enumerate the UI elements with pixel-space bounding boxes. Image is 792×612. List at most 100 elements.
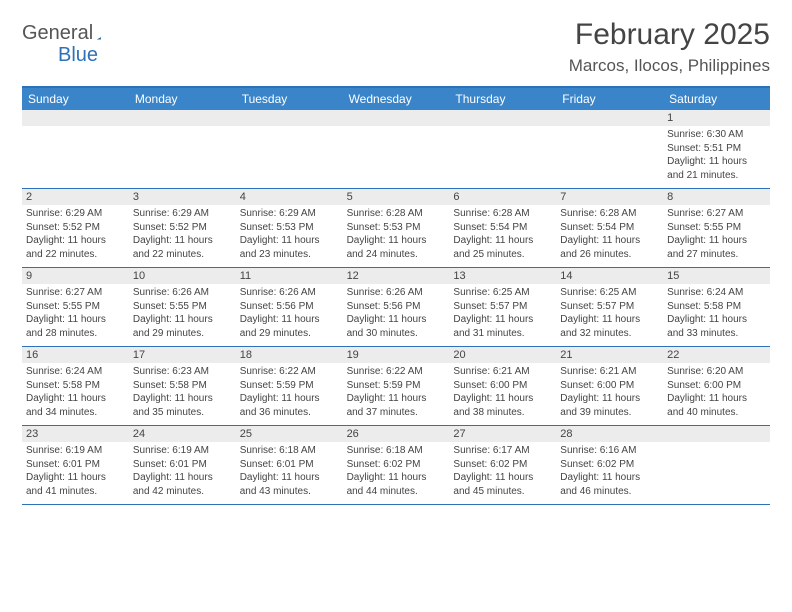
sunset-text: Sunset: 5:54 PM xyxy=(453,221,552,235)
day-number: 26 xyxy=(343,426,450,442)
day-cell: 15Sunrise: 6:24 AMSunset: 5:58 PMDayligh… xyxy=(663,268,770,346)
day-cell: 20Sunrise: 6:21 AMSunset: 6:00 PMDayligh… xyxy=(449,347,556,425)
day-cell: 28Sunrise: 6:16 AMSunset: 6:02 PMDayligh… xyxy=(556,426,663,504)
day-number: 14 xyxy=(556,268,663,284)
sunset-text: Sunset: 5:56 PM xyxy=(240,300,339,314)
sunset-text: Sunset: 6:02 PM xyxy=(453,458,552,472)
sunset-text: Sunset: 5:58 PM xyxy=(667,300,766,314)
sunset-text: Sunset: 5:57 PM xyxy=(453,300,552,314)
sunrise-text: Sunrise: 6:24 AM xyxy=(26,365,125,379)
day-number xyxy=(449,110,556,126)
sunset-text: Sunset: 6:01 PM xyxy=(26,458,125,472)
day-number: 23 xyxy=(22,426,129,442)
dow-thu: Thursday xyxy=(449,88,556,110)
day-cell: 18Sunrise: 6:22 AMSunset: 5:59 PMDayligh… xyxy=(236,347,343,425)
day-number xyxy=(236,110,343,126)
sunrise-text: Sunrise: 6:25 AM xyxy=(453,286,552,300)
week-row: 16Sunrise: 6:24 AMSunset: 5:58 PMDayligh… xyxy=(22,347,770,426)
day-cell: 6Sunrise: 6:28 AMSunset: 5:54 PMDaylight… xyxy=(449,189,556,267)
daylight-text: Daylight: 11 hours and 44 minutes. xyxy=(347,471,446,498)
daylight-text: Daylight: 11 hours and 35 minutes. xyxy=(133,392,232,419)
dow-wed: Wednesday xyxy=(343,88,450,110)
day-number: 2 xyxy=(22,189,129,205)
week-row: 2 Sunrise: 6:29 AM Sunset: 5:52 PM Daylight… xyxy=(22,189,770,268)
sunrise-text: Sunrise: 6:24 AM xyxy=(667,286,766,300)
day-cell xyxy=(22,110,129,188)
logo-triangle-icon xyxy=(97,27,101,41)
day-number: 9 xyxy=(22,268,129,284)
sunrise-text: Sunrise: 6:22 AM xyxy=(347,365,446,379)
sunset-text: Sunset: 5:52 PM xyxy=(133,221,232,235)
sunset-text: Sunset: 6:01 PM xyxy=(240,458,339,472)
sunrise-text: Sunrise: 6:23 AM xyxy=(133,365,232,379)
daylight-text: Daylight: 11 hours and 37 minutes. xyxy=(347,392,446,419)
day-cell: 27Sunrise: 6:17 AMSunset: 6:02 PMDayligh… xyxy=(449,426,556,504)
sunset-text: Sunset: 5:59 PM xyxy=(240,379,339,393)
day-cell: 24Sunrise: 6:19 AMSunset: 6:01 PMDayligh… xyxy=(129,426,236,504)
day-cell: 17Sunrise: 6:23 AMSunset: 5:58 PMDayligh… xyxy=(129,347,236,425)
sunrise-text: Sunrise: 6:20 AM xyxy=(667,365,766,379)
day-number: 21 xyxy=(556,347,663,363)
title-block: February 2025 Marcos, Ilocos, Philippine… xyxy=(569,18,770,76)
day-cell: 3Sunrise: 6:29 AMSunset: 5:52 PMDaylight… xyxy=(129,189,236,267)
sunset-text: Sunset: 6:00 PM xyxy=(560,379,659,393)
day-cell xyxy=(663,426,770,504)
day-number: 22 xyxy=(663,347,770,363)
day-cell: 5Sunrise: 6:28 AMSunset: 5:53 PMDaylight… xyxy=(343,189,450,267)
logo-text-blue: Blue xyxy=(58,44,98,66)
day-number xyxy=(129,110,236,126)
sunrise-text: Sunrise: 6:29 AM xyxy=(26,207,125,221)
day-number: 8 xyxy=(663,189,770,205)
daylight-text: Daylight: 11 hours and 46 minutes. xyxy=(560,471,659,498)
sunset-text: Sunset: 5:53 PM xyxy=(240,221,339,235)
week-row: 9Sunrise: 6:27 AMSunset: 5:55 PMDaylight… xyxy=(22,268,770,347)
day-number: 10 xyxy=(129,268,236,284)
sunrise-text: Sunrise: 6:28 AM xyxy=(560,207,659,221)
sunset-text: Sunset: 6:01 PM xyxy=(133,458,232,472)
daylight-text: Daylight: 11 hours and 31 minutes. xyxy=(453,313,552,340)
sunrise-text: Sunrise: 6:27 AM xyxy=(667,207,766,221)
daylight-text: Daylight: 11 hours and 43 minutes. xyxy=(240,471,339,498)
sunset-text: Sunset: 5:57 PM xyxy=(560,300,659,314)
sunrise-text: Sunrise: 6:26 AM xyxy=(347,286,446,300)
logo: General xyxy=(22,22,121,45)
day-cell: 2Sunrise: 6:29 AMSunset: 5:52 PMDaylight… xyxy=(22,189,129,267)
day-cell: 12Sunrise: 6:26 AMSunset: 5:56 PMDayligh… xyxy=(343,268,450,346)
daylight-text: Daylight: 11 hours and 39 minutes. xyxy=(560,392,659,419)
daylight-text: Daylight: 11 hours and 34 minutes. xyxy=(26,392,125,419)
sunrise-text: Sunrise: 6:21 AM xyxy=(560,365,659,379)
sunset-text: Sunset: 6:00 PM xyxy=(667,379,766,393)
dow-sun: Sunday xyxy=(22,88,129,110)
sunset-text: Sunset: 5:54 PM xyxy=(560,221,659,235)
day-cell: 9Sunrise: 6:27 AMSunset: 5:55 PMDaylight… xyxy=(22,268,129,346)
month-title: February 2025 xyxy=(569,18,770,52)
sunset-text: Sunset: 5:56 PM xyxy=(347,300,446,314)
sunset-text: Sunset: 6:02 PM xyxy=(560,458,659,472)
day-cell xyxy=(129,110,236,188)
logo-text-general: General xyxy=(22,22,93,45)
sunset-text: Sunset: 6:02 PM xyxy=(347,458,446,472)
sunrise-text: Sunrise: 6:18 AM xyxy=(347,444,446,458)
location: Marcos, Ilocos, Philippines xyxy=(569,56,770,76)
daylight-text: Daylight: 11 hours and 30 minutes. xyxy=(347,313,446,340)
calendar: Sunday Monday Tuesday Wednesday Thursday… xyxy=(22,86,770,505)
day-cell: 8Sunrise: 6:27 AMSunset: 5:55 PMDaylight… xyxy=(663,189,770,267)
daylight-text: Daylight: 11 hours and 23 minutes. xyxy=(240,234,339,261)
week-row: 23Sunrise: 6:19 AMSunset: 6:01 PMDayligh… xyxy=(22,426,770,505)
logo-blue-wrap: Blue xyxy=(28,44,98,67)
day-number: 18 xyxy=(236,347,343,363)
daylight-text: Daylight: 11 hours and 27 minutes. xyxy=(667,234,766,261)
day-number: 19 xyxy=(343,347,450,363)
day-number: 3 xyxy=(129,189,236,205)
daylight-text: Daylight: 11 hours and 21 minutes. xyxy=(667,155,766,182)
daylight-text: Daylight: 11 hours and 29 minutes. xyxy=(240,313,339,340)
daylight-text: Daylight: 11 hours and 38 minutes. xyxy=(453,392,552,419)
day-cell: 10Sunrise: 6:26 AMSunset: 5:55 PMDayligh… xyxy=(129,268,236,346)
sunset-text: Sunset: 5:58 PM xyxy=(26,379,125,393)
sunset-text: Sunset: 5:55 PM xyxy=(133,300,232,314)
dow-row: Sunday Monday Tuesday Wednesday Thursday… xyxy=(22,88,770,110)
day-number: 7 xyxy=(556,189,663,205)
day-number: 4 xyxy=(236,189,343,205)
daylight-text: Daylight: 11 hours and 45 minutes. xyxy=(453,471,552,498)
page-header: General February 2025 Marcos, Ilocos, Ph… xyxy=(22,18,770,76)
